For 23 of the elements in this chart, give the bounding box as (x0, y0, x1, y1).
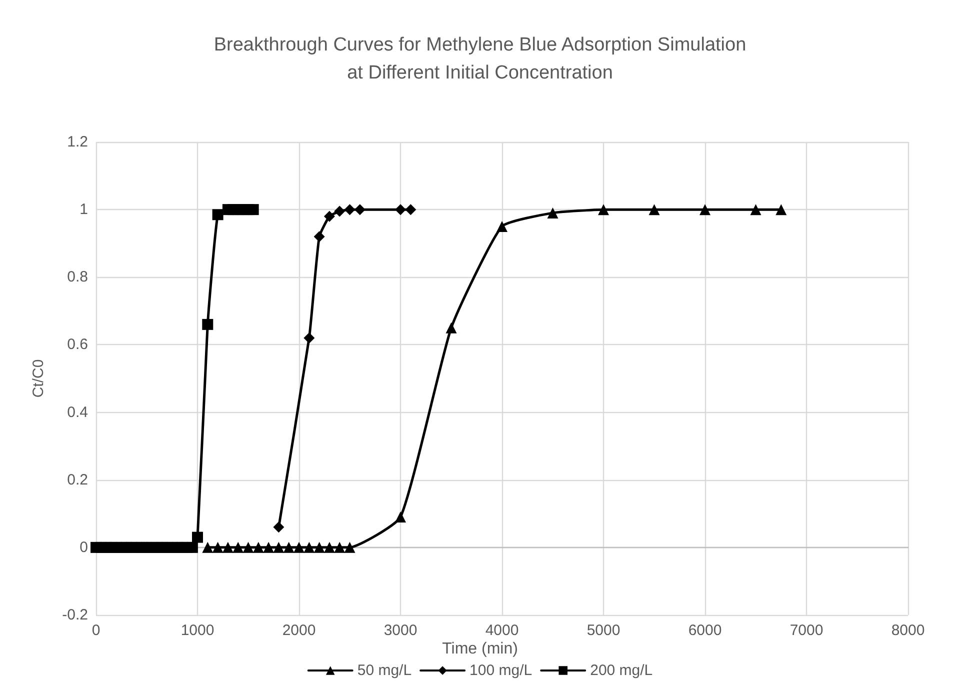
x-tick-label: 0 (92, 622, 100, 639)
legend-label: 200 mg/L (590, 662, 653, 679)
x-tick-label: 2000 (282, 622, 316, 639)
legend-label: 100 mg/L (470, 662, 532, 679)
x-axis-title: Time (min) (442, 640, 518, 658)
chart-title: Breakthrough Curves for Methylene Blue Adsorption Simulation at Different Initial Concentration (214, 34, 746, 84)
x-tick-label: 3000 (384, 622, 418, 639)
legend-label: 50 mg/L (357, 662, 412, 679)
y-tick-label: 0.6 (67, 336, 88, 354)
x-tick-label: 6000 (688, 622, 722, 639)
x-tick-label: 7000 (790, 622, 824, 639)
x-tick-label: 1000 (180, 622, 214, 639)
y-tick-label: 0 (80, 538, 88, 556)
y-tick-label: 0.8 (67, 268, 88, 286)
y-tick-label: -0.2 (62, 606, 88, 624)
x-tick-label: 5000 (586, 622, 620, 639)
y-tick-label: 1.2 (67, 134, 88, 150)
y-axis-title: Ct/C0 (30, 359, 47, 398)
y-tick-label: 1 (80, 201, 88, 218)
y-tick-label: 0.2 (67, 471, 88, 488)
x-tick-label: 8000 (891, 622, 925, 639)
x-tick-label: 4000 (485, 622, 519, 639)
y-tick-label: 0.4 (67, 404, 88, 421)
